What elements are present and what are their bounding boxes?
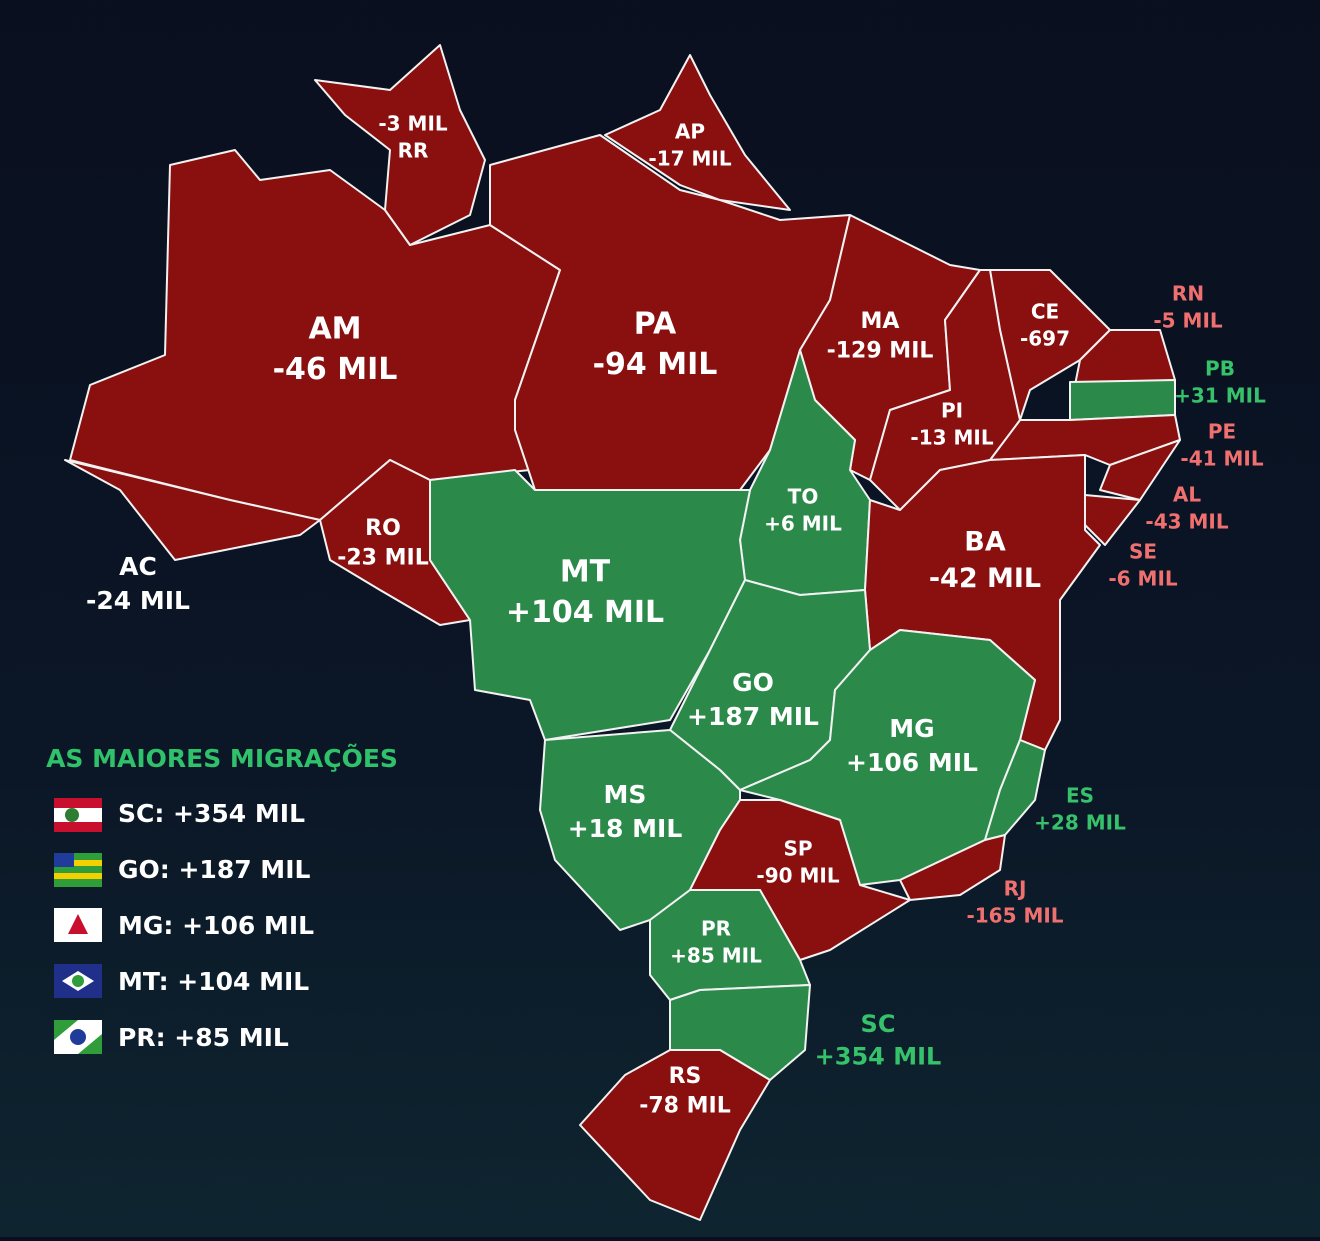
legend-item: MG: +106 MIL (118, 911, 314, 940)
flag-mg (54, 908, 102, 942)
state-shape (689, 799, 911, 961)
state-value: +104 MIL (506, 595, 664, 630)
legend: SC: +354 MIL GO: +187 MIL MG: +106 MIL MT: … (54, 798, 314, 1054)
state-code: AM (308, 312, 361, 347)
state-code: AL (1173, 483, 1201, 507)
state-code: PB (1205, 357, 1235, 381)
state-code: MT (560, 555, 611, 590)
state-value: -697 (1020, 327, 1070, 351)
state-value: +28 MIL (1034, 811, 1126, 835)
flag-sc (54, 798, 102, 832)
state-code: MS (604, 780, 647, 809)
state-value: -24 MIL (86, 586, 190, 615)
state-value: -5 MIL (1153, 309, 1223, 333)
legend-item: MT: +104 MIL (118, 967, 309, 996)
state-shape (739, 629, 1036, 886)
state-code: SE (1129, 540, 1157, 564)
state-value: -78 MIL (639, 1094, 731, 1119)
legend-title: AS MAIORES MIGRAÇÕES (46, 743, 398, 773)
state-code: RR (398, 139, 429, 163)
state-value: -17 MIL (648, 147, 731, 171)
state-shape (314, 44, 486, 246)
state-code: GO (732, 668, 774, 697)
state-code: AP (675, 120, 705, 144)
labels: AM -46 MIL PA -94 MIL -3 MIL RR AP -17 MIL MA -12… (86, 112, 1266, 1119)
state-value: +187 MIL (687, 702, 819, 731)
state-value: -6 MIL (1108, 567, 1178, 591)
state-shape (64, 459, 321, 561)
state-value: +18 MIL (568, 814, 683, 843)
state-shape (899, 834, 1006, 901)
state-code: TO (788, 485, 819, 509)
state-value: -90 MIL (756, 864, 839, 888)
state-value: +31 MIL (1174, 384, 1266, 408)
state-value: +85 MIL (670, 944, 762, 968)
flag-mt (54, 964, 102, 998)
state-code: RO (365, 516, 401, 541)
state-code: MA (861, 309, 900, 334)
state-value: -129 MIL (827, 339, 934, 364)
state-value: -42 MIL (929, 563, 1041, 594)
state-value: -43 MIL (1145, 510, 1228, 534)
state-value: +6 MIL (764, 512, 842, 536)
legend-item: SC: +354 MIL (118, 799, 305, 828)
state-code: CE (1031, 300, 1059, 324)
state-value: -3 MIL (378, 112, 448, 136)
state-value: -94 MIL (593, 347, 718, 382)
legend-item: PR: +85 MIL (118, 1023, 289, 1052)
state-code: RS (669, 1064, 702, 1089)
state-code: SP (783, 837, 812, 861)
state-code: PE (1208, 420, 1236, 444)
states (64, 44, 1181, 1221)
state-code: BA (964, 527, 1006, 558)
state-code: PR (701, 917, 731, 941)
state-shape (604, 54, 791, 211)
legend-item: GO: +187 MIL (118, 855, 310, 884)
flag-go (54, 853, 102, 887)
state-code: RN (1172, 282, 1204, 306)
state-value: -23 MIL (337, 546, 429, 571)
flag-pr (54, 1020, 102, 1054)
state-code: ES (1066, 784, 1094, 808)
state-value: -165 MIL (966, 904, 1063, 928)
state-code: PI (941, 399, 963, 423)
state-value: -46 MIL (273, 352, 398, 387)
state-shape (1069, 379, 1176, 421)
state-value: +354 MIL (815, 1042, 942, 1070)
state-value: -13 MIL (910, 426, 993, 450)
state-code: RJ (1004, 877, 1027, 901)
state-code: PA (634, 307, 677, 342)
state-value: -41 MIL (1180, 447, 1263, 471)
state-value: +106 MIL (846, 748, 978, 777)
state-shape (579, 1049, 771, 1221)
state-code: SC (861, 1010, 896, 1038)
state-code: AC (119, 552, 157, 581)
state-code: MG (889, 714, 934, 743)
